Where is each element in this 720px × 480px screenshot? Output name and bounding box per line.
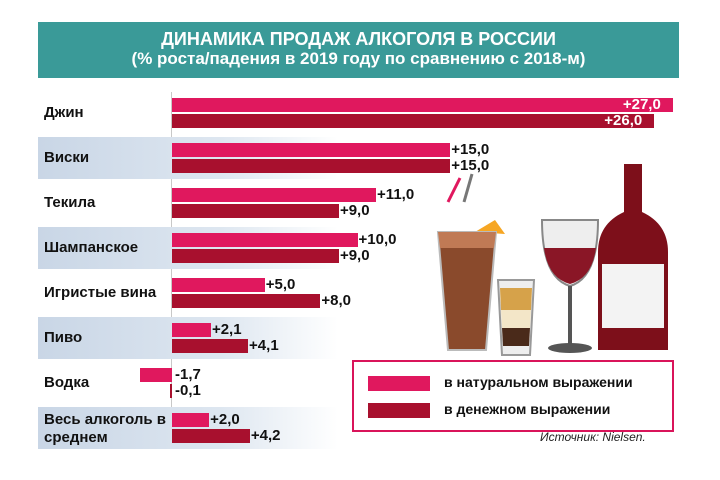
data-label: +15,0: [451, 157, 490, 174]
category-label: Шампанское: [44, 239, 139, 256]
bar-natural: [172, 233, 358, 247]
cocktail-glass-icon: [436, 173, 505, 351]
data-label: +2,0: [210, 411, 240, 428]
category-label: Весь алкоголь в среднем: [44, 411, 167, 446]
bar-money: [172, 339, 249, 353]
bar-natural: [172, 323, 211, 337]
category-label: Виски: [44, 149, 90, 166]
chart-title: ДИНАМИКА ПРОДАЖ АЛКОГОЛЯ В РОССИИ: [161, 29, 556, 49]
source-note: Источник: Nielsen.: [540, 430, 646, 444]
data-label: +5,0: [265, 276, 296, 293]
category-label: Пиво: [44, 329, 83, 346]
category-label: Текила: [44, 194, 96, 211]
bar-money: [172, 114, 655, 128]
category-label: Водка: [44, 374, 90, 391]
bar-natural: [172, 143, 451, 157]
bar-money: [172, 159, 451, 173]
chart-subtitle: (% роста/падения в 2019 году по сравнени…: [131, 49, 586, 68]
legend-label-natural: в натуральном выражении: [444, 374, 633, 390]
data-label: +11,0: [377, 186, 415, 203]
category-label: Джин: [44, 104, 84, 121]
data-label: +8,0: [321, 292, 352, 309]
category-label: Игристые вина: [44, 284, 157, 301]
legend: в натуральном выражении в денежном выраж…: [352, 360, 674, 432]
bar-natural: [172, 413, 210, 427]
bar-natural: [172, 98, 673, 112]
data-label: -0,1: [175, 382, 201, 399]
data-label: +10,0: [358, 231, 397, 248]
bar-money: [172, 204, 339, 218]
wine-glass-icon: [540, 219, 600, 353]
legend-label-money: в денежном выражении: [444, 401, 611, 417]
data-label: -1,7: [175, 366, 201, 383]
chart-header: ДИНАМИКА ПРОДАЖ АЛКОГОЛЯ В РОССИИ (% рос…: [38, 22, 679, 78]
data-label: +26,0: [604, 112, 643, 129]
data-label: +15,0: [451, 141, 490, 158]
bar-natural: [140, 368, 172, 382]
bar-natural: [172, 188, 377, 202]
wine-bottle-icon: [598, 164, 668, 350]
data-label: +4,2: [250, 427, 281, 444]
shot-glass-icon: [496, 279, 536, 356]
data-label: +27,0: [622, 96, 661, 113]
bar-money: [172, 294, 321, 308]
drinks-illustration: [436, 164, 668, 356]
data-label: +9,0: [339, 247, 370, 264]
bar-money: [170, 384, 173, 398]
data-label: +9,0: [339, 202, 370, 219]
legend-swatch-natural: [368, 376, 430, 391]
bar-money: [172, 429, 250, 443]
bar-natural: [172, 278, 265, 292]
data-label: +4,1: [249, 337, 279, 354]
legend-swatch-money: [368, 403, 430, 418]
data-label: +2,1: [211, 321, 242, 338]
bar-money: [172, 249, 339, 263]
